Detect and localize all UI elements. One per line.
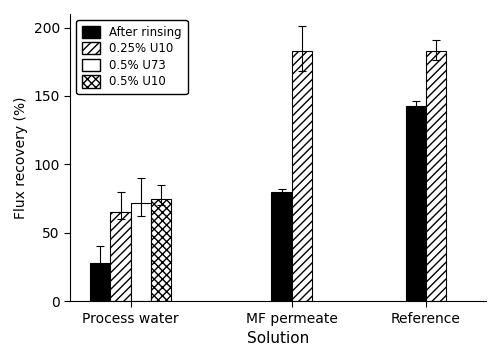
Bar	[272, 192, 291, 301]
Bar	[426, 51, 446, 301]
Bar	[406, 105, 425, 301]
X-axis label: Solution: Solution	[247, 331, 310, 346]
Bar	[130, 203, 150, 301]
Bar	[150, 199, 171, 301]
Y-axis label: Flux recovery (%): Flux recovery (%)	[14, 96, 28, 219]
Bar	[292, 51, 312, 301]
Legend: After rinsing, 0.25% U10, 0.5% U73, 0.5% U10: After rinsing, 0.25% U10, 0.5% U73, 0.5%…	[76, 20, 188, 94]
Bar	[90, 263, 110, 301]
Bar	[110, 212, 130, 301]
